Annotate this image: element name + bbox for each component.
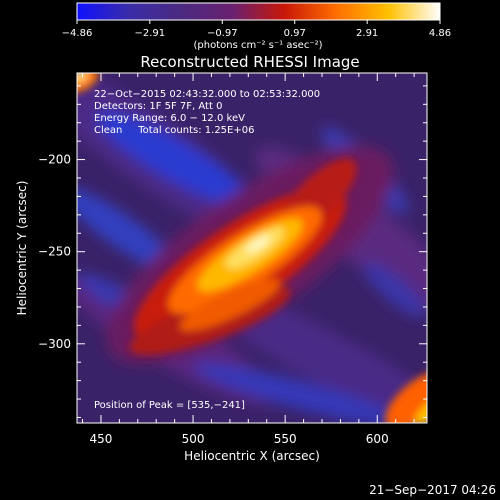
annotation-clean-counts: Clean Total counts: 1.25E+06	[94, 125, 254, 136]
annotation-detectors: Detectors: 1F 5F 7F, Att 0	[94, 101, 222, 112]
colorbar: −4.86 −2.91 −0.97 0.97 2.91 4.86 (photons cm⁻…	[62, 2, 451, 51]
y-tick-label: −200	[38, 153, 71, 167]
x-tick-label: 450	[89, 432, 112, 446]
annotation-energy-range: Energy Range: 6.0 − 12.0 keV	[94, 113, 245, 124]
x-tick-label: 550	[274, 432, 297, 446]
x-tick-label: 600	[366, 432, 389, 446]
colorbar-tick-label: −0.97	[207, 28, 238, 39]
heatmap-image	[77, 73, 427, 423]
plot-frame	[76, 72, 428, 424]
peak-position-label: Position of Peak = [535,−241]	[94, 400, 245, 411]
colorbar-tick-label: −2.91	[134, 28, 165, 39]
colorbar-tick-label: 4.86	[429, 28, 451, 39]
colorbar-ticks: −4.86 −2.91 −0.97 0.97 2.91 4.86	[62, 20, 451, 39]
colorbar-units-label: (photons cm⁻² s⁻¹ asec⁻²)	[193, 40, 322, 51]
chart-title: Reconstructed RHESSI Image	[140, 53, 359, 71]
y-tick-label: −300	[38, 337, 71, 351]
annotation-block: 22−Oct−2015 02:43:32.000 to 02:53:32.000…	[94, 89, 320, 136]
x-tick-label: 500	[182, 432, 205, 446]
x-axis-label: Heliocentric X (arcsec)	[184, 449, 320, 463]
colorbar-gradient	[76, 2, 441, 21]
y-tick-label: −250	[38, 245, 71, 259]
colorbar-tick-label: 2.91	[356, 28, 378, 39]
colorbar-tick-label: 0.97	[284, 28, 306, 39]
y-axis-ticks: −200 −250 −300	[38, 85, 427, 418]
y-axis-label: Heliocentric Y (arcsec)	[15, 181, 29, 316]
colorbar-tick-label: −4.86	[62, 28, 93, 39]
footer-timestamp: 21−Sep−2017 04:26	[369, 483, 496, 497]
x-axis-ticks: 450 500 550 600	[82, 73, 415, 446]
annotation-time-range: 22−Oct−2015 02:43:32.000 to 02:53:32.000	[94, 89, 320, 100]
